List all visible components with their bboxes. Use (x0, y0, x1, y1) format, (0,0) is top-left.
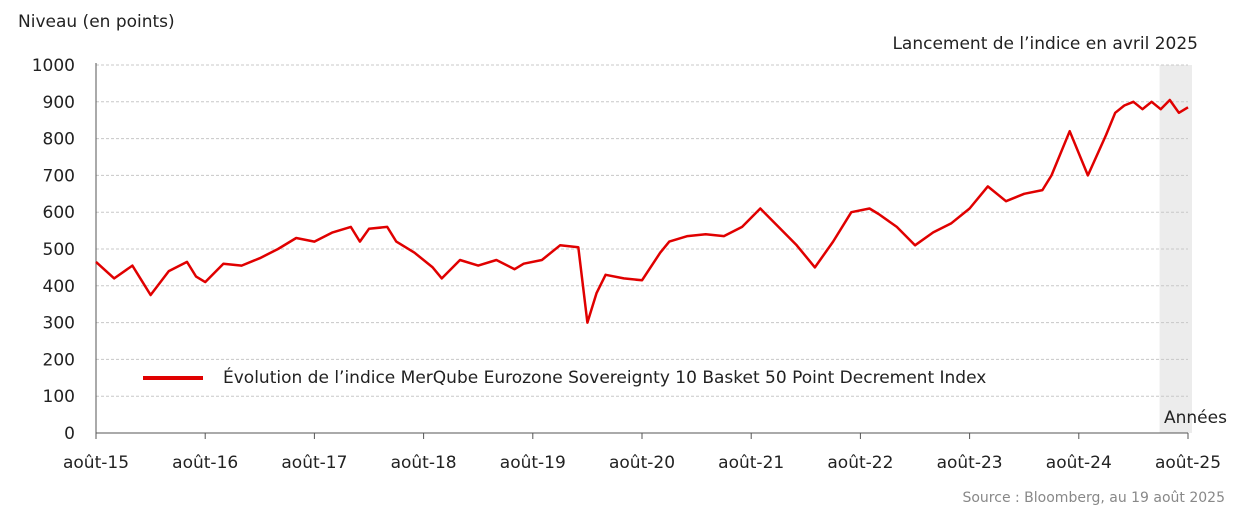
y-axis-label: Niveau (en points) (18, 12, 175, 32)
x-tick-label: août-24 (1046, 453, 1112, 473)
y-tick-label: 800 (43, 130, 75, 150)
x-tick-label: août-17 (281, 453, 347, 473)
x-tick-label: août-20 (609, 453, 675, 473)
x-tick-label: août-22 (827, 453, 893, 473)
source-note: Source : Bloomberg, au 19 août 2025 (962, 490, 1225, 506)
y-tick-labels: 0 100 200 300 400 500 600 700 800 900 1000 (32, 56, 75, 444)
y-tick-label: 700 (43, 166, 75, 186)
x-tick-label: août-18 (391, 453, 457, 473)
y-tick-label: 600 (43, 203, 75, 223)
y-tick-label: 1000 (32, 56, 75, 76)
y-tick-label: 500 (43, 240, 75, 260)
legend-label: Évolution de l’indice MerQube Eurozone S… (223, 368, 987, 388)
series-line (95, 98, 1189, 324)
y-tick-label: 200 (43, 350, 75, 370)
x-tick-label: août-21 (718, 453, 784, 473)
y-tick-label: 300 (43, 314, 75, 334)
x-axis-label: Années (1164, 408, 1227, 428)
launch-annotation: Lancement de l’indice en avril 2025 (892, 34, 1198, 54)
gridlines (96, 64, 1188, 397)
legend: Évolution de l’indice MerQube Eurozone S… (143, 368, 986, 388)
y-tick-label: 400 (43, 277, 75, 297)
x-tick-label: août-25 (1155, 453, 1221, 473)
series-lines (95, 98, 1189, 324)
legend-swatch (143, 376, 203, 380)
y-tick-label: 100 (43, 387, 75, 407)
x-tick-labels: août-15 août-16 août-17 août-18 août-19 août-… (63, 433, 1221, 473)
x-tick-label: août-15 (63, 453, 129, 473)
y-tick-label: 900 (43, 93, 75, 113)
x-tick-label: août-16 (172, 453, 238, 473)
x-tick-label: août-19 (500, 453, 566, 473)
x-tick-label: août-23 (937, 453, 1003, 473)
y-tick-label: 0 (64, 424, 75, 444)
